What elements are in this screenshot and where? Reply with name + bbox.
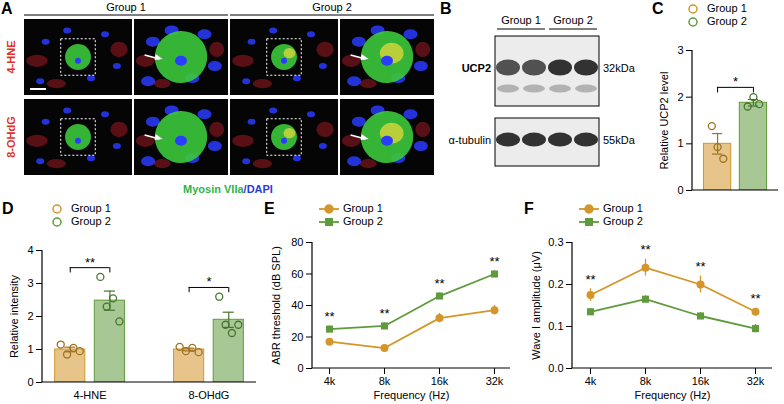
svg-text:Frequency (Hz): Frequency (Hz)	[635, 389, 711, 401]
svg-text:Group 2: Group 2	[553, 14, 593, 26]
svg-text:Relative UCP2 level: Relative UCP2 level	[658, 72, 670, 170]
svg-text:Group 1: Group 1	[106, 1, 146, 13]
html-text:Group 1: Group 1	[707, 2, 747, 14]
svg-text:*: *	[733, 74, 738, 89]
html-text:B: B	[440, 0, 452, 17]
svg-text:α-tubulin: α-tubulin	[449, 134, 491, 146]
svg-text:0: 0	[297, 362, 303, 374]
svg-text:80: 80	[291, 236, 303, 248]
svg-text:Myosin VIIa/DAPI: Myosin VIIa/DAPI	[183, 183, 273, 195]
svg-text:4: 4	[27, 244, 33, 256]
svg-text:ABR threshold (dB SPL): ABR threshold (dB SPL)	[270, 246, 282, 365]
svg-text:**: **	[85, 255, 95, 270]
html-text:Group 2: Group 2	[71, 215, 111, 227]
html-text:A: A	[1, 0, 13, 17]
html-text:Group 1: Group 1	[603, 202, 643, 214]
svg-text:4k: 4k	[585, 375, 597, 387]
svg-text:0.1: 0.1	[548, 320, 563, 332]
svg-text:**: **	[640, 242, 650, 257]
svg-text:8-OHdG: 8-OHdG	[188, 389, 229, 401]
svg-text:32k: 32k	[747, 375, 765, 387]
svg-text:1: 1	[27, 343, 33, 355]
svg-text:Group 2: Group 2	[312, 1, 352, 13]
html-text:Group 2: Group 2	[603, 215, 643, 227]
svg-text:UCP2: UCP2	[462, 62, 491, 74]
html-text:Group 2: Group 2	[343, 215, 383, 227]
svg-text:**: **	[489, 254, 499, 269]
svg-text:32k: 32k	[486, 375, 504, 387]
svg-text:2: 2	[677, 91, 683, 103]
html-text:Group 2: Group 2	[707, 15, 747, 27]
html-text:E: E	[264, 200, 275, 217]
svg-text:**: **	[379, 306, 389, 321]
svg-text:*: *	[206, 274, 211, 289]
svg-text:Group 1: Group 1	[501, 14, 541, 26]
svg-text:**: **	[324, 309, 334, 324]
svg-text:16k: 16k	[692, 375, 710, 387]
svg-text:**: **	[750, 291, 760, 306]
svg-text:Relative intensity: Relative intensity	[8, 274, 20, 358]
html-text:F: F	[524, 200, 534, 217]
svg-text:4k: 4k	[324, 375, 336, 387]
html-text:Group 1: Group 1	[343, 202, 383, 214]
svg-text:0: 0	[27, 376, 33, 388]
svg-text:16k: 16k	[431, 375, 449, 387]
svg-text:3: 3	[677, 44, 683, 56]
svg-text:4-HNE: 4-HNE	[5, 40, 17, 73]
svg-text:60: 60	[291, 268, 303, 280]
svg-text:0.0: 0.0	[548, 362, 563, 374]
svg-text:Wave I amplitude (μV): Wave I amplitude (μV)	[530, 251, 542, 360]
svg-text:0: 0	[677, 184, 683, 196]
svg-text:0.2: 0.2	[548, 278, 563, 290]
svg-text:Frequency (Hz): Frequency (Hz)	[374, 389, 450, 401]
svg-text:**: **	[695, 259, 705, 274]
svg-text:8-OHdG: 8-OHdG	[5, 116, 17, 158]
svg-text:**: **	[585, 272, 595, 287]
svg-text:1: 1	[677, 137, 683, 149]
html-text:D: D	[2, 200, 14, 217]
svg-text:3: 3	[27, 277, 33, 289]
svg-text:0.3: 0.3	[548, 236, 563, 248]
svg-text:**: **	[434, 276, 444, 291]
html-text:C: C	[652, 0, 664, 17]
svg-text:20: 20	[291, 331, 303, 343]
svg-text:2: 2	[27, 310, 33, 322]
svg-text:8k: 8k	[640, 375, 652, 387]
svg-text:40: 40	[291, 299, 303, 311]
svg-text:32kDa: 32kDa	[603, 62, 636, 74]
svg-text:55kDa: 55kDa	[603, 134, 636, 146]
svg-text:4-HNE: 4-HNE	[74, 389, 107, 401]
svg-text:8k: 8k	[379, 375, 391, 387]
html-text:Group 1: Group 1	[71, 202, 111, 214]
